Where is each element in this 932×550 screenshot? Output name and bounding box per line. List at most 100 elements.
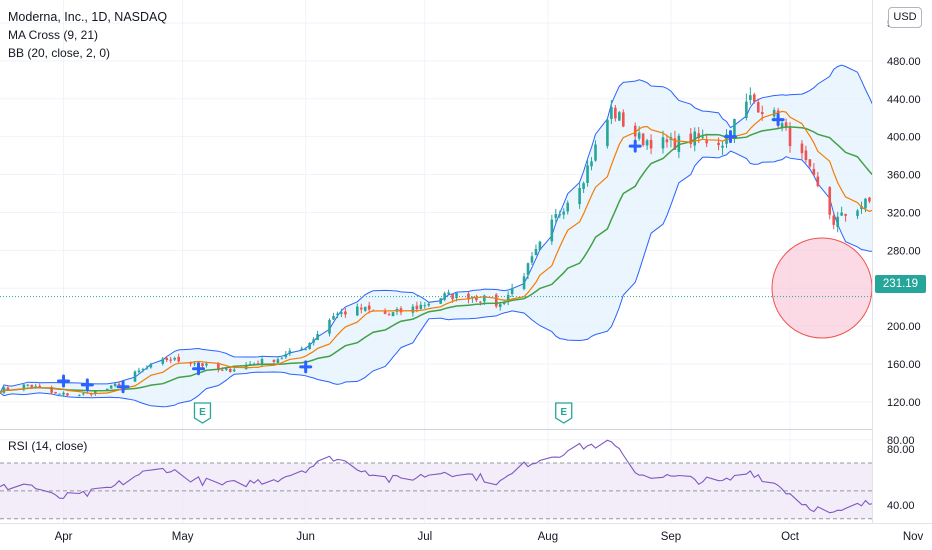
candle-body xyxy=(423,305,427,307)
candle-body xyxy=(22,384,26,390)
rsi-legend[interactable]: RSI (14, close) xyxy=(8,439,88,453)
candle-body xyxy=(733,118,736,137)
candle-body xyxy=(391,312,395,317)
rsi-tick-label: 80.00 xyxy=(887,444,915,456)
candle-body xyxy=(344,311,347,315)
candle-body xyxy=(6,387,10,390)
month-tick-label: Oct xyxy=(781,531,800,543)
candle-body xyxy=(610,107,613,119)
candle-body xyxy=(78,394,81,396)
candle-body xyxy=(455,292,458,299)
candle-body xyxy=(756,102,760,113)
candle-body xyxy=(447,292,450,295)
rsi-line xyxy=(0,439,932,514)
candle-body xyxy=(411,306,415,313)
candle-body xyxy=(260,359,264,365)
ma-cross-marker xyxy=(723,130,737,144)
candle-body xyxy=(228,368,232,372)
candle-body xyxy=(606,119,609,147)
candle-body xyxy=(340,312,343,314)
candle-body xyxy=(145,367,149,369)
candle-body xyxy=(451,293,454,300)
candle-body xyxy=(117,383,121,386)
ma-cross-marker xyxy=(628,139,642,153)
candle-body xyxy=(586,165,589,183)
candle-body xyxy=(133,371,137,382)
candle-body xyxy=(637,132,641,139)
candle-body xyxy=(618,112,621,121)
candle-body xyxy=(419,304,423,309)
candle-body xyxy=(312,339,315,343)
candle-body xyxy=(661,137,665,149)
candle-body xyxy=(161,358,165,364)
candle-body xyxy=(641,133,645,146)
candle-body xyxy=(221,369,224,371)
candle-body xyxy=(332,316,335,320)
candle-body xyxy=(506,294,510,302)
candle-body xyxy=(753,94,756,102)
candle-body xyxy=(34,386,38,388)
candle-body xyxy=(836,216,839,227)
candle-body xyxy=(498,304,502,307)
rsi-pane xyxy=(0,429,932,520)
candle-body xyxy=(193,363,196,365)
candle-body xyxy=(745,101,748,118)
price-tick-label: 360.00 xyxy=(887,170,921,182)
ma-slow-line xyxy=(0,126,932,394)
bollinger-upper-band xyxy=(0,64,932,394)
candle-body xyxy=(522,276,526,289)
candle-body xyxy=(387,314,391,316)
candle-body xyxy=(439,298,442,304)
ma-cross-marker xyxy=(57,374,71,388)
currency-button[interactable]: USD xyxy=(888,7,922,28)
candle-body xyxy=(804,150,808,161)
candle-body xyxy=(649,139,653,149)
candle-body xyxy=(856,210,859,216)
candle-body xyxy=(502,302,506,304)
candle-body xyxy=(217,363,220,370)
candle-body xyxy=(665,139,669,143)
candle-body xyxy=(780,123,784,128)
candle-body xyxy=(280,357,284,359)
candle-body xyxy=(494,294,498,307)
candle-body xyxy=(483,295,486,302)
month-tick-label: May xyxy=(172,531,194,543)
candle-body xyxy=(288,350,292,354)
candle-body xyxy=(697,133,701,138)
price-tick-label: 320.00 xyxy=(887,207,921,219)
candle-body xyxy=(359,307,363,310)
candle-body xyxy=(304,349,307,351)
bollinger-legend[interactable]: BB (20, close, 2, 0) xyxy=(8,46,111,60)
candle-body xyxy=(475,297,478,301)
candle-body xyxy=(633,125,637,137)
price-tick-label: 200.00 xyxy=(887,321,921,333)
candle-body xyxy=(26,384,30,386)
candle-body xyxy=(832,215,835,225)
candle-body xyxy=(308,343,311,350)
candle-body xyxy=(566,202,570,212)
candle-body xyxy=(284,354,288,358)
candle-body xyxy=(54,392,57,394)
ma-cross-legend[interactable]: MA Cross (9, 21) xyxy=(8,28,99,42)
candle-body xyxy=(165,357,169,361)
candle-body xyxy=(578,187,581,205)
candle-body xyxy=(717,142,720,146)
candle-body xyxy=(788,126,792,147)
candle-body xyxy=(760,112,764,115)
highlight-circle xyxy=(771,237,873,339)
candle-body xyxy=(149,363,153,368)
price-tick-label: 80.00 xyxy=(887,435,915,447)
candle-body xyxy=(673,138,677,150)
candle-body xyxy=(749,95,752,101)
month-tick-label: Sep xyxy=(661,531,681,543)
earnings-label: E xyxy=(199,407,206,418)
candle-body xyxy=(427,303,431,306)
chart-title: Moderna, Inc., 1D, NASDAQ xyxy=(8,10,168,24)
candle-body xyxy=(582,183,585,189)
candle-body xyxy=(530,256,534,263)
candle-body xyxy=(721,145,724,148)
bollinger-bands xyxy=(0,64,932,408)
candle-body xyxy=(645,140,649,146)
candle-body xyxy=(0,393,2,395)
